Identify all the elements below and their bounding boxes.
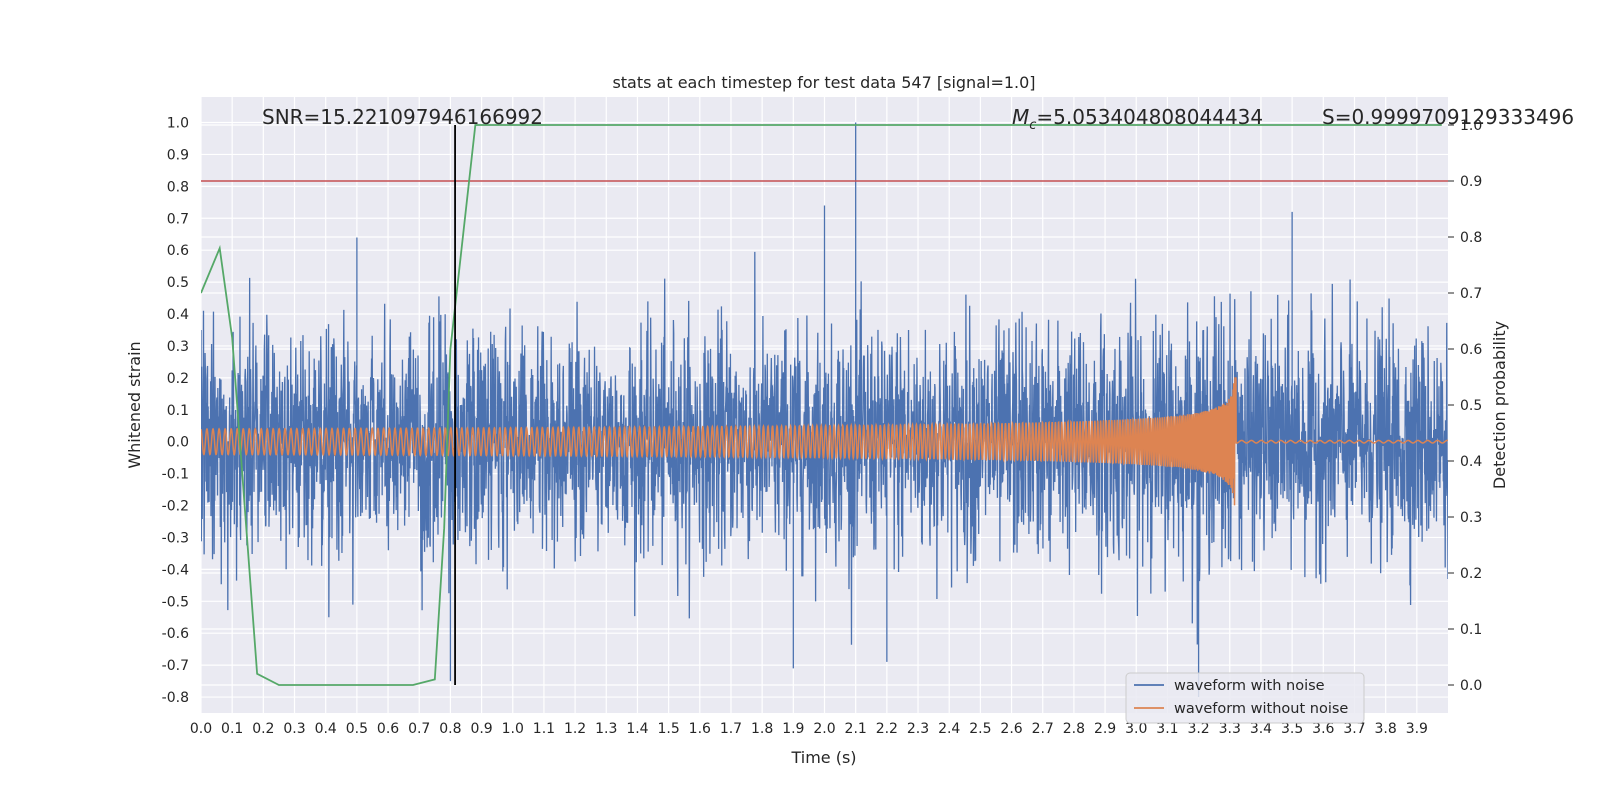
y-tick-label: -0.3 [162,530,189,546]
y-tick-label: -0.6 [162,626,189,642]
x-tick-label: 3.0 [1125,721,1147,737]
y-tick-labels: 1.0 0.9 0.8 0.7 0.6 0.5 0.4 0.3 0.2 0.1 0.0 -0.1 -0.… [162,116,189,707]
series-waveform-with-noise-line [201,122,1448,698]
legend-label-noise: waveform with noise [1174,678,1325,694]
y-tick-label: -0.7 [162,658,189,674]
y-tick-label: 0.9 [167,147,189,163]
x-tick-label: 1.1 [533,721,555,737]
x-tick-label: 0.3 [283,721,305,737]
y-tick-label: -0.2 [162,499,189,515]
y-tick-label: -0.8 [162,690,189,706]
x-tick-label: 3.1 [1156,721,1178,737]
y-axis-label: Whitened strain [125,341,144,468]
x-tick-label: 1.9 [782,721,804,737]
x-tick-label: 2.3 [907,721,929,737]
x-tick-label: 2.5 [969,721,991,737]
x-tick-label: 1.8 [751,721,773,737]
y2-tick-label: 0.0 [1460,678,1482,694]
y2-tick-label: 0.7 [1460,286,1482,302]
y-tick-label: 0.5 [167,275,189,291]
y-tick-label: 0.8 [167,179,189,195]
x-tick-label: 0.0 [190,721,212,737]
y2-tick-label: 1.0 [1460,118,1482,134]
y2-tick-label: 0.3 [1460,510,1482,526]
x-tick-label: 0.9 [470,721,492,737]
x-tick-label: 1.4 [626,721,648,737]
x-tick-labels: 0.0 0.1 0.2 0.3 0.4 0.5 0.6 0.7 0.8 0.9 1.0 1.1 1.2 1… [190,721,1428,737]
y-tick-label: -0.1 [162,467,189,483]
chirp-mass-annotation: Mc=5.053404808044434 [1012,105,1263,133]
x-tick-label: 2.4 [938,721,960,737]
x-tick-label: 2.8 [1063,721,1085,737]
y2-tick-label: 0.5 [1460,398,1482,414]
legend-label-clean: waveform without noise [1174,701,1348,717]
x-tick-label: 0.7 [408,721,430,737]
y2-tick-label: 0.2 [1460,566,1482,582]
x-tick-label: 0.8 [439,721,461,737]
y-tick-label: 1.0 [167,116,189,132]
x-tick-label: 1.2 [564,721,586,737]
series-waveform-without-noise-line [201,377,1448,506]
y-tick-label: 0.0 [167,435,189,451]
snr-annotation: SNR=15.221097946166992 [262,105,543,129]
x-tick-label: 3.6 [1312,721,1334,737]
y2-tick-label: 0.9 [1460,174,1482,190]
y2-axis-label: Detection probability [1490,321,1509,489]
x-tick-label: 3.3 [1219,721,1241,737]
x-tick-label: 3.9 [1406,721,1428,737]
y2-tick-label: 0.1 [1460,622,1482,638]
x-tick-label: 0.2 [252,721,274,737]
x-tick-label: 2.9 [1094,721,1116,737]
x-tick-label: 3.2 [1187,721,1209,737]
x-tick-label: 1.6 [689,721,711,737]
chart-title: stats at each timestep for test data 547… [612,73,1035,92]
x-tick-label: 0.1 [221,721,243,737]
y-tick-label: 0.6 [167,243,189,259]
y2-tick-labels: 1.0 0.9 0.8 0.7 0.6 0.5 0.4 0.3 0.2 0.1 0.0 [1448,118,1482,694]
x-tick-label: 2.0 [813,721,835,737]
y2-tick-label: 0.8 [1460,230,1482,246]
x-tick-label: 1.7 [720,721,742,737]
x-tick-label: 3.5 [1281,721,1303,737]
y-tick-label: 0.7 [167,211,189,227]
legend: waveform with noise waveform without noi… [1125,672,1365,724]
x-tick-label: 3.4 [1250,721,1272,737]
y-tick-label: 0.1 [167,403,189,419]
y-tick-label: 0.4 [167,307,189,323]
x-tick-label: 3.8 [1375,721,1397,737]
x-tick-label: 2.1 [845,721,867,737]
y-tick-label: -0.5 [162,594,189,610]
x-axis-label: Time (s) [790,748,856,767]
x-tick-label: 2.7 [1032,721,1054,737]
x-tick-label: 1.0 [502,721,524,737]
y-tick-label: 0.3 [167,339,189,355]
y-tick-label: -0.4 [162,562,189,578]
x-tick-label: 0.5 [346,721,368,737]
y-tick-label: 0.2 [167,371,189,387]
x-tick-label: 0.4 [315,721,337,737]
x-tick-label: 2.2 [876,721,898,737]
x-tick-label: 3.7 [1343,721,1365,737]
x-tick-label: 2.6 [1000,721,1022,737]
score-annotation: S=0.9999709129333496 [1322,105,1574,129]
y2-tick-label: 0.4 [1460,454,1482,470]
x-tick-label: 1.5 [657,721,679,737]
x-tick-label: 1.3 [595,721,617,737]
x-tick-label: 0.6 [377,721,399,737]
y2-tick-label: 0.6 [1460,342,1482,358]
